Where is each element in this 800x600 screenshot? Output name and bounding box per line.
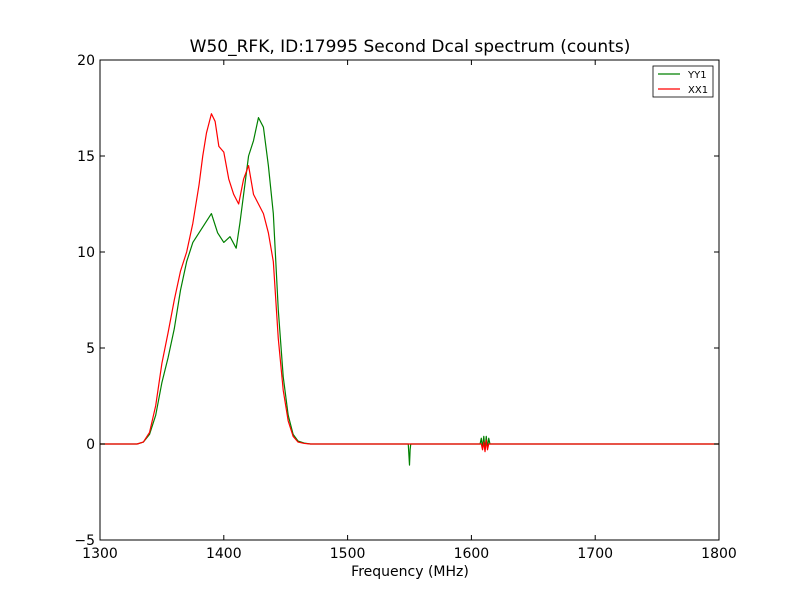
x-tick-label: 1500 — [330, 546, 366, 562]
series-line-xx1 — [100, 113, 719, 453]
x-tick-label: 1700 — [577, 546, 613, 562]
legend-label-xx1: XX1 — [688, 85, 708, 96]
plot-frame — [99, 59, 720, 541]
x-tick-label: 1300 — [82, 546, 118, 562]
plot-area — [99, 59, 720, 541]
y-tick-label: 10 — [77, 245, 95, 261]
y-tick-label: −5 — [74, 533, 95, 549]
x-tick-label: 1600 — [454, 546, 490, 562]
y-tick-label: 20 — [77, 53, 95, 69]
y-tick-label: 15 — [77, 149, 95, 165]
y-tick-label: 5 — [86, 341, 95, 357]
series-group — [100, 113, 719, 466]
series-line-yy1 — [100, 117, 719, 466]
legend-label-yy1: YY1 — [687, 70, 707, 81]
x-tick-label: 1800 — [701, 546, 737, 562]
y-tick-label: 0 — [86, 437, 95, 453]
y-axis-ticks: −5 0 5 10 15 20 — [74, 53, 719, 549]
x-tick-label: 1400 — [206, 546, 242, 562]
x-axis-ticks: 1300 1400 1500 1600 1700 1800 — [82, 60, 737, 562]
legend-box — [652, 65, 714, 98]
x-axis-label: Frequency (MHz) — [351, 564, 469, 580]
chart-title: W50_RFK, ID:17995 Second Dcal spectrum (… — [190, 37, 631, 57]
